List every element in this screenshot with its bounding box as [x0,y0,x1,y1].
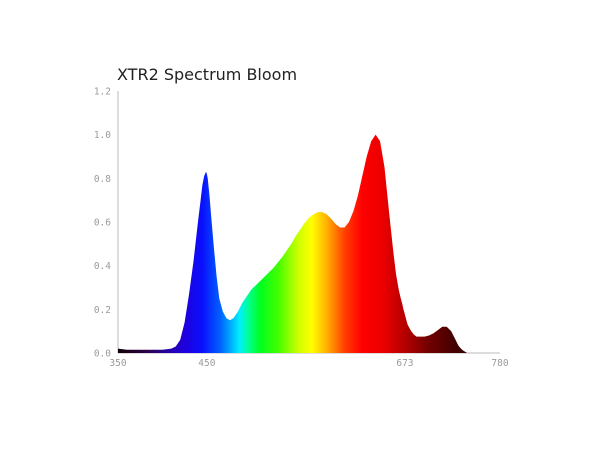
spectrum-area [118,134,500,353]
x-tick-label: 450 [198,358,215,369]
x-tick-label: 673 [396,358,413,369]
tick-labels: 0.0 0.2 0.4 0.6 0.8 1.0 1.2 350 450 673 780 [94,87,509,370]
x-tick-label: 780 [491,358,508,369]
y-tick-label: 0.8 [94,174,111,185]
y-tick-label: 1.2 [94,87,111,98]
y-tick-label: 0.2 [94,305,111,316]
y-tick-label: 1.0 [94,130,111,141]
chart-title: XTR2 Spectrum Bloom [117,65,297,84]
y-tick-label: 0.6 [94,218,111,229]
y-tick-label: 0.0 [94,349,111,360]
y-tick-label: 0.4 [94,261,111,272]
x-tick-label: 350 [109,358,126,369]
